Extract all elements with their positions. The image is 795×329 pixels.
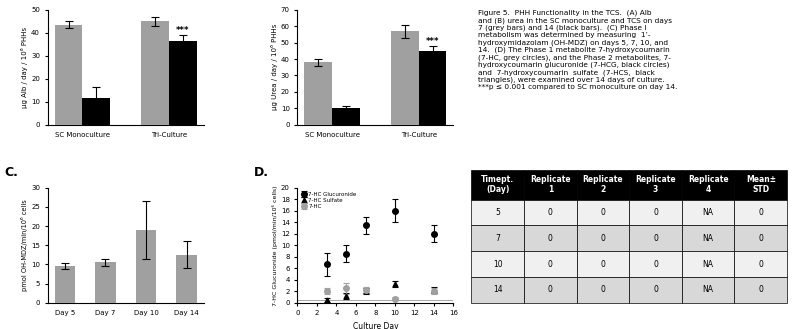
Text: C.: C. — [4, 166, 17, 179]
Text: Figure 5.  PHH Functionality in the TCS.  (A) Alb
and (B) urea in the SC monocul: Figure 5. PHH Functionality in the TCS. … — [478, 10, 677, 90]
Bar — [136, 230, 156, 303]
Y-axis label: pmol OH-MDZ/min/10⁶ cells: pmol OH-MDZ/min/10⁶ cells — [21, 199, 29, 291]
Bar — [176, 255, 196, 303]
Bar — [55, 25, 83, 125]
Text: D.: D. — [254, 166, 269, 179]
Bar — [83, 98, 111, 125]
Text: ***: *** — [176, 26, 189, 35]
Y-axis label: μg Alb / day / 10⁶ PHHs: μg Alb / day / 10⁶ PHHs — [21, 27, 29, 108]
Bar — [304, 63, 332, 125]
Text: B.: B. — [254, 0, 268, 1]
Text: A.: A. — [4, 0, 18, 1]
Bar — [419, 51, 446, 125]
Y-axis label: μg Urea / day / 10⁶ PHHs: μg Urea / day / 10⁶ PHHs — [271, 24, 278, 111]
Bar — [391, 31, 419, 125]
Bar — [142, 21, 169, 125]
Bar — [55, 266, 75, 303]
Bar — [332, 108, 360, 125]
Y-axis label: 7-HC Glucuronide (pmol/min/10⁶ cells): 7-HC Glucuronide (pmol/min/10⁶ cells) — [272, 185, 278, 306]
Text: ***: *** — [426, 37, 440, 46]
Bar — [169, 41, 196, 125]
X-axis label: Culture Day: Culture Day — [353, 322, 398, 329]
Legend: 7-HC Glucuronide, 7-HC Sulfate, 7-HC: 7-HC Glucuronide, 7-HC Sulfate, 7-HC — [301, 190, 358, 210]
Bar — [95, 263, 115, 303]
